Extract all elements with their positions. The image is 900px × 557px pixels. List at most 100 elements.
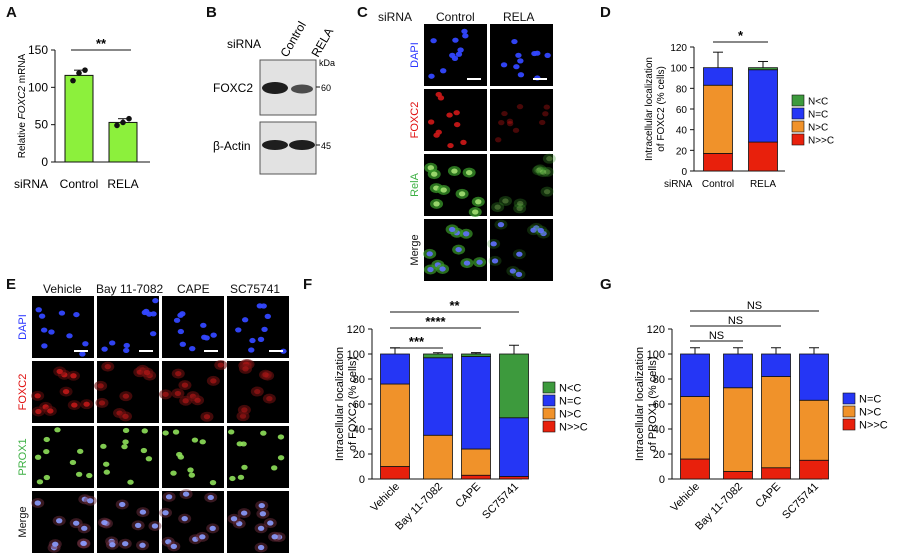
legend-label: N<C	[808, 97, 828, 108]
legend-swatch	[791, 94, 805, 107]
micrograph-tile	[32, 426, 94, 488]
legend-label: N=C	[808, 110, 828, 121]
cell-nucleus	[104, 364, 111, 370]
cell-nucleus	[516, 251, 523, 257]
cell-nucleus	[179, 341, 187, 347]
cell-nucleus	[109, 340, 116, 346]
stacked-bar-segment	[761, 467, 791, 480]
x-tick-label: Control	[702, 179, 734, 190]
cell-nucleus	[210, 378, 217, 384]
stacked-bar-segment	[499, 417, 529, 477]
micro-e-col-bay: Bay 11-7082	[96, 282, 164, 296]
cell-nucleus	[162, 510, 169, 516]
significance-label: NS	[747, 300, 762, 312]
cell-nucleus	[72, 520, 80, 526]
cell-nucleus	[229, 475, 236, 482]
y-tick-label: 100	[670, 64, 687, 75]
blot-foxc2-label: FOXC2	[213, 81, 253, 95]
legend-label: N>>C	[859, 420, 888, 432]
panel-letter-e: E	[6, 276, 17, 293]
y-tick-label: 50	[35, 118, 49, 132]
cell-nucleus	[162, 391, 169, 397]
cell-nucleus	[122, 413, 129, 419]
cell-nucleus	[271, 465, 278, 471]
significance-label: **	[96, 36, 107, 51]
cell-nucleus	[35, 408, 42, 415]
stacked-bar-segment	[748, 69, 778, 143]
y-axis-label: Intracellular localization	[334, 347, 346, 461]
cell-nucleus	[427, 119, 435, 125]
cell-nucleus	[472, 209, 479, 215]
micrograph-grid-c: DAPI FOXC2 RelA Merge	[409, 24, 556, 281]
micrograph-tile	[32, 296, 94, 358]
blot-actin-band-control	[262, 140, 288, 150]
cell-nucleus	[544, 52, 551, 58]
stacked-bar-segment	[380, 383, 410, 467]
stacked-bar-segment	[703, 67, 733, 86]
y-tick-label: 20	[353, 449, 365, 461]
cell-nucleus	[491, 258, 499, 264]
cell-nucleus	[127, 479, 134, 485]
cell-cytoplasm	[498, 195, 512, 206]
panel-letter-g: G	[600, 276, 612, 293]
cell-nucleus	[453, 121, 461, 128]
cell-nucleus	[58, 310, 66, 316]
y-axis-label: Relative FOXC2 mRNA	[17, 53, 28, 158]
cell-nucleus	[143, 369, 151, 376]
cell-nucleus	[463, 260, 471, 266]
micrograph-row-label: RelA	[409, 172, 421, 197]
stacked-bar-segment	[380, 353, 410, 385]
cell-nucleus	[62, 388, 70, 395]
cell-nucleus	[502, 198, 509, 204]
cell-nucleus	[52, 541, 59, 547]
legend-swatch	[542, 420, 556, 433]
stacked-bar-segment	[380, 466, 410, 480]
cell-nucleus	[535, 167, 542, 174]
x-tick-label: Vehicle	[369, 481, 403, 515]
cell-nucleus	[241, 407, 248, 413]
cell-nucleus	[69, 459, 77, 466]
blot-kda-label: kDa	[319, 58, 335, 68]
legend-swatch	[842, 392, 856, 405]
cell-cytoplasm	[536, 167, 550, 178]
cell-nucleus	[102, 461, 110, 467]
stacked-bar-segment	[680, 458, 710, 480]
micrograph-tile	[424, 89, 487, 151]
cell-nucleus	[170, 470, 177, 476]
cell-nucleus	[122, 393, 130, 399]
cell-nucleus	[101, 346, 108, 352]
cell-nucleus	[449, 52, 456, 58]
legend-label: N>C	[859, 407, 881, 419]
y-tick-label: 100	[647, 349, 665, 361]
cell-nucleus	[87, 498, 94, 504]
y-tick-label: 40	[353, 424, 365, 436]
cell-nucleus	[455, 246, 462, 253]
cell-nucleus	[267, 520, 274, 526]
cell-nucleus	[146, 311, 153, 317]
legend-swatch	[542, 381, 556, 394]
cell-nucleus	[236, 441, 243, 447]
cell-nucleus	[103, 469, 111, 475]
stacked-bar-segment	[799, 399, 829, 461]
cell-nucleus	[241, 464, 248, 470]
cell-nucleus	[248, 347, 255, 353]
cell-nucleus	[543, 189, 551, 195]
legend-label: N>>C	[808, 136, 834, 147]
micro-e-col-sc: SC75741	[230, 282, 281, 296]
y-tick-label: 60	[676, 105, 688, 116]
micrograph-row-label: DAPI	[17, 314, 29, 340]
cell-nucleus	[271, 534, 278, 540]
legend-label: N=C	[559, 396, 581, 408]
cell-nucleus	[516, 205, 523, 212]
cell-nucleus	[506, 118, 514, 124]
legend-swatch	[542, 394, 556, 407]
stacked-bar-segment	[423, 353, 453, 359]
cell-nucleus	[227, 429, 235, 435]
stacked-bar-segment	[461, 474, 491, 480]
micrograph-tile	[490, 154, 553, 216]
legend-label: N=C	[859, 394, 881, 406]
legend-label: N>C	[808, 123, 828, 134]
cell-nucleus	[264, 313, 271, 319]
y-axis-label: Intracellular localization	[634, 347, 646, 461]
